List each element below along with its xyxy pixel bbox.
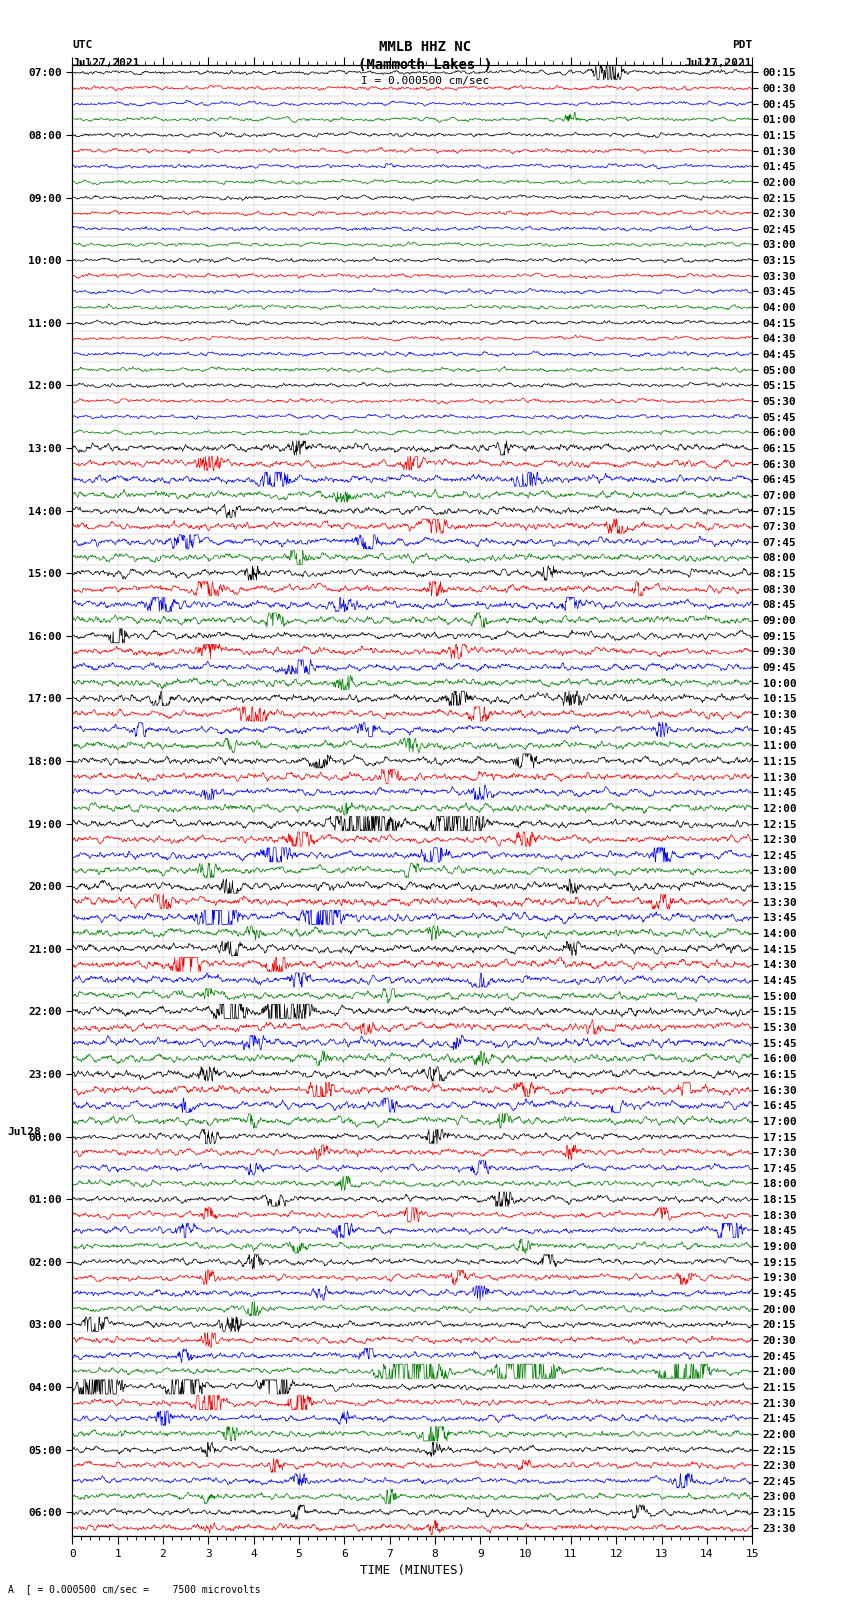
Text: Jul27,2021: Jul27,2021 (685, 58, 752, 68)
Text: UTC: UTC (72, 40, 93, 50)
Text: A  [ = 0.000500 cm/sec =    7500 microvolts: A [ = 0.000500 cm/sec = 7500 microvolts (8, 1584, 261, 1594)
Text: Jul27,2021: Jul27,2021 (72, 58, 139, 68)
Text: I = 0.000500 cm/sec: I = 0.000500 cm/sec (361, 76, 489, 85)
X-axis label: TIME (MINUTES): TIME (MINUTES) (360, 1565, 465, 1578)
Text: (Mammoth Lakes ): (Mammoth Lakes ) (358, 58, 492, 73)
Text: MMLB HHZ NC: MMLB HHZ NC (379, 40, 471, 55)
Text: Jul28: Jul28 (8, 1126, 42, 1137)
Text: PDT: PDT (732, 40, 752, 50)
